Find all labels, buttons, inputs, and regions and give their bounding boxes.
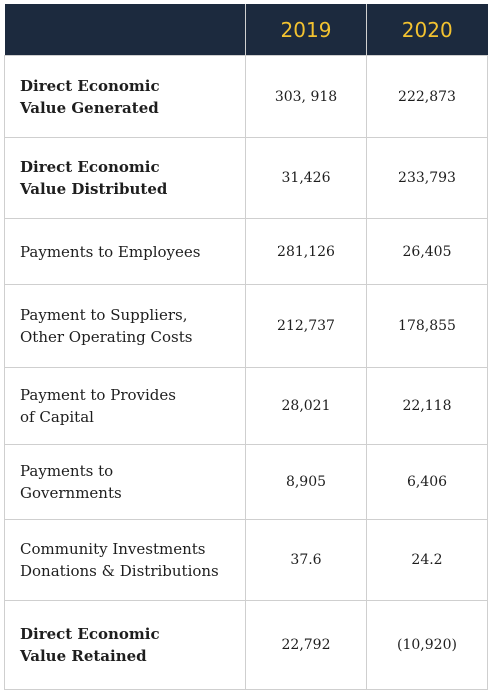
row-label-line: Payments to [20,462,114,480]
value-2020: 6,406 [366,444,488,520]
value-2019: 22,792 [245,600,367,690]
row-label: Community Investments Donations & Distri… [4,519,246,601]
row-label-line: Direct Economic [20,625,160,643]
value-2019: 303, 918 [245,55,367,138]
row-label-line: Value Generated [20,98,159,117]
row-label-line: of Capital [20,408,94,426]
value-2020: 233,793 [366,137,488,219]
row-label-line: Payments to Employees [20,242,201,261]
value-2020: 22,118 [366,367,488,445]
row-label: Payments to Governments [4,444,246,520]
row-label-line: Value Distributed [20,180,168,198]
value-2019: 28,021 [245,367,367,445]
header-corner-cell [4,4,246,56]
header-row: 2019 2020 [4,4,488,56]
row-label-line: Direct Economic [20,158,160,176]
value-2020: 178,855 [366,284,488,368]
row-label-line: Payment to Provides [20,386,176,404]
economic-value-table: 2019 2020 Direct Economic Value Generate… [4,4,488,690]
value-2020: 222,873 [366,55,488,138]
table-row: Payment to Provides of Capital 28,021 22… [4,367,488,445]
row-label-line: Payment to Suppliers, [20,306,188,324]
table-row: Community Investments Donations & Distri… [4,519,488,601]
value-2020: (10,920) [366,600,488,690]
table-row: Direct Economic Value Distributed 31,426… [4,137,488,219]
value-2020: 24.2 [366,519,488,601]
row-label-line: Direct Economic [20,76,160,95]
value-2019: 8,905 [245,444,367,520]
row-label: Direct Economic Value Retained [4,600,246,690]
row-label: Payment to Suppliers, Other Operating Co… [4,284,246,368]
row-label: Direct Economic Value Generated [4,55,246,138]
row-label: Payment to Provides of Capital [4,367,246,445]
header-2020: 2020 [366,4,488,56]
row-label: Direct Economic Value Distributed [4,137,246,219]
header-2019: 2019 [245,4,367,56]
table-row: Payment to Suppliers, Other Operating Co… [4,284,488,368]
row-label-line: Other Operating Costs [20,328,193,346]
row-label-line: Value Retained [20,647,147,665]
value-2020: 26,405 [366,218,488,285]
table-row: Payments to Governments 8,905 6,406 [4,444,488,520]
value-2019: 31,426 [245,137,367,219]
row-label-line: Community Investments [20,540,206,558]
table-row: Direct Economic Value Retained 22,792 (1… [4,600,488,690]
value-2019: 281,126 [245,218,367,285]
row-label-line: Donations & Distributions [20,562,219,580]
table-row: Direct Economic Value Generated 303, 918… [4,55,488,138]
table-row: Payments to Employees 281,126 26,405 [4,218,488,285]
value-2019: 212,737 [245,284,367,368]
row-label: Payments to Employees [4,218,246,285]
value-2019: 37.6 [245,519,367,601]
row-label-line: Governments [20,484,122,502]
